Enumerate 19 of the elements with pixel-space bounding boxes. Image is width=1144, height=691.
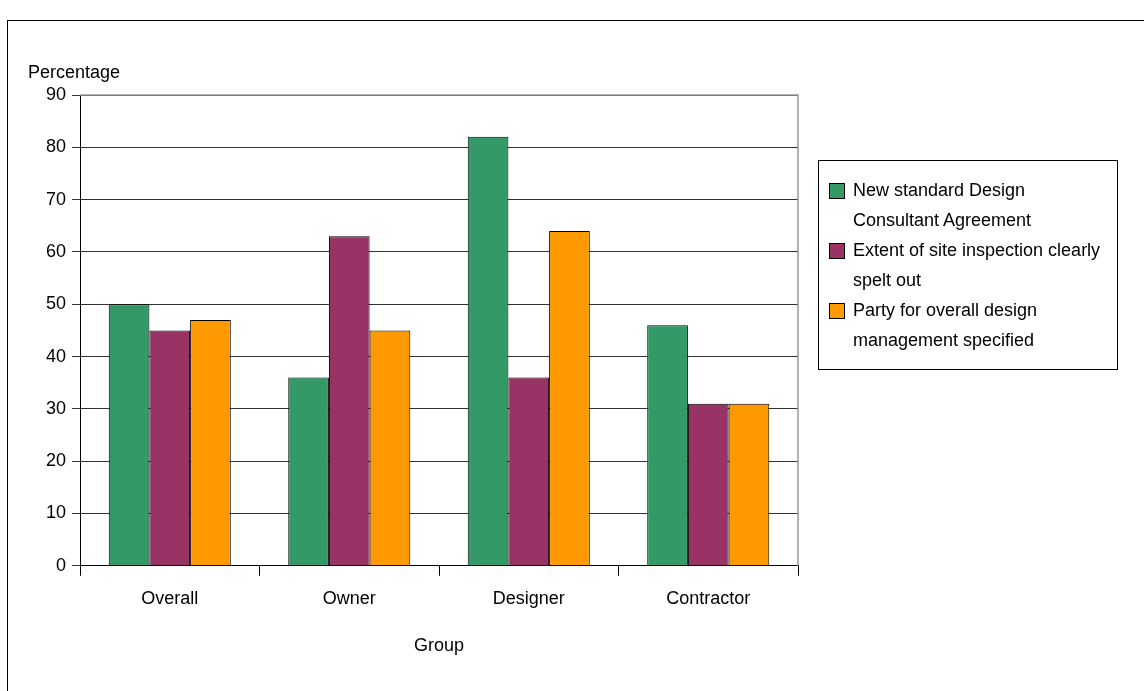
x-tick-label: Overall <box>141 587 199 608</box>
x-tick-label: Designer <box>492 587 565 608</box>
x-tick-label: Contractor <box>666 587 751 608</box>
y-tick-label: 70 <box>45 188 67 209</box>
legend-label: Party for overall design management specified <box>853 299 1039 352</box>
y-tick-label: 90 <box>45 83 67 104</box>
y-tick-label: 20 <box>45 450 67 471</box>
y-tick-label: 40 <box>45 345 67 366</box>
y-tick-label: 60 <box>45 240 67 261</box>
y-tick-label: 80 <box>45 136 67 157</box>
y-tick-label: 50 <box>45 293 67 314</box>
y-tick-label: 10 <box>45 502 67 523</box>
x-axis-title: Group <box>414 635 465 656</box>
legend-label: Extent of site inspection clearly spelt out <box>853 239 1102 292</box>
x-tick-label: Owner <box>322 587 376 608</box>
y-tick-label: 30 <box>45 397 67 418</box>
y-tick-label: 0 <box>56 554 67 575</box>
legend-label: New standard Design Consultant Agreement <box>853 179 1033 232</box>
y-axis-title: Percentage <box>28 62 121 83</box>
